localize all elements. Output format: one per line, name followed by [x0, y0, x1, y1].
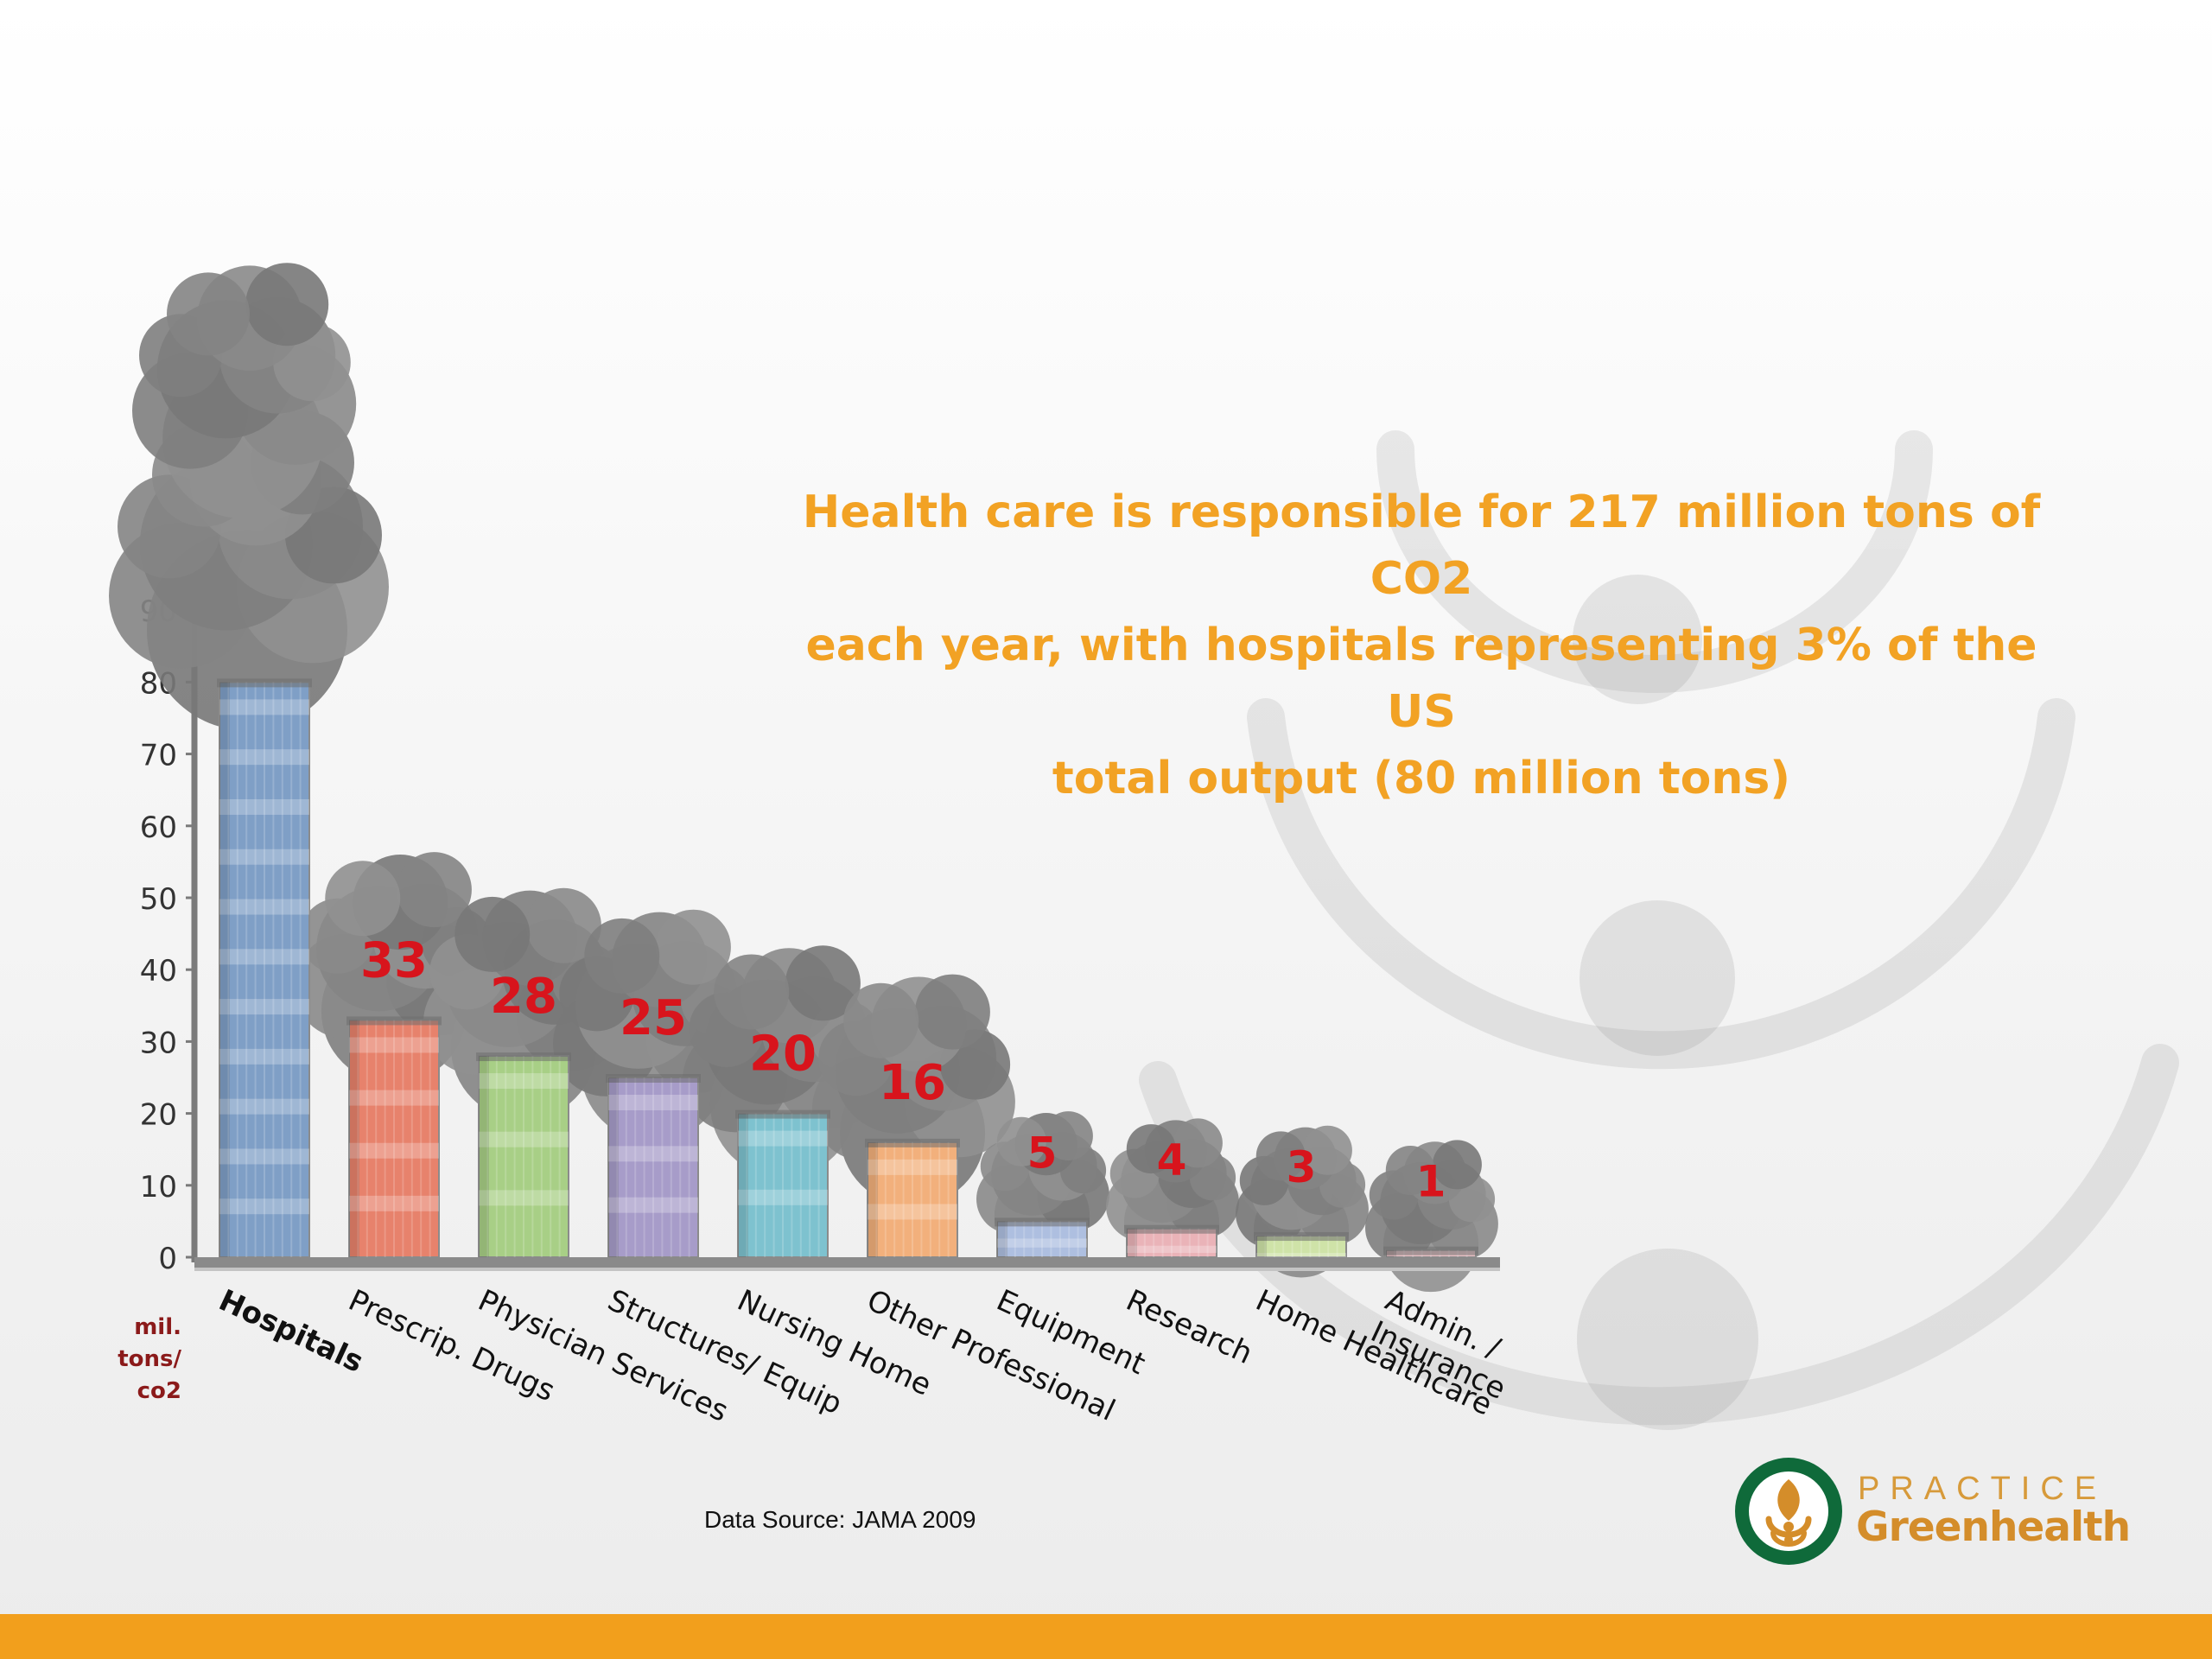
y-tick-label: 40 — [140, 954, 177, 988]
smoke-plume — [812, 974, 1015, 1206]
value-label: 1 — [1416, 1157, 1446, 1207]
data-source-note: Data Source: JAMA 2009 — [704, 1506, 976, 1533]
y-axis-unit-label: mil. tons/ co2 — [102, 1312, 181, 1408]
x-axis — [194, 1257, 1500, 1271]
bar-body — [737, 1112, 829, 1258]
bar-research — [1124, 1224, 1219, 1258]
y-tick-label: 50 — [140, 882, 177, 917]
bar-other-professional — [865, 1138, 960, 1258]
value-label: 5 — [1027, 1128, 1058, 1178]
bar-equipment — [995, 1217, 1090, 1259]
value-labels: 33 28 25 20 16 5 4 3 1 — [360, 932, 1446, 1206]
value-label: 16 — [879, 1055, 946, 1111]
bar-hospitals — [217, 678, 312, 1258]
y-tick-label: 70 — [140, 739, 177, 773]
value-label: 4 — [1157, 1135, 1187, 1185]
leaf-emblem-icon — [1735, 1458, 1842, 1565]
unit-line-1: mil. — [134, 1314, 181, 1340]
bar-physician-services — [476, 1052, 571, 1259]
headline-line-1: Health care is responsible for 217 milli… — [802, 486, 2041, 605]
x-tick-label: Hospitals — [213, 1283, 368, 1380]
value-label: 25 — [620, 990, 687, 1046]
value-label: 28 — [490, 969, 557, 1025]
bars-layer — [217, 678, 1478, 1269]
value-label: 33 — [360, 932, 428, 988]
bar-nursing-home — [735, 1109, 830, 1258]
smoke-layer — [109, 263, 1498, 1293]
headline: Health care is responsible for 217 milli… — [778, 480, 2065, 812]
bar-structures-equip — [606, 1074, 701, 1258]
logo-word-greenhealth: Greenhealth — [1856, 1503, 2131, 1551]
bar-prescrip-drugs — [346, 1016, 442, 1258]
bar-home-healthcare — [1254, 1232, 1349, 1259]
bar-body — [607, 1077, 699, 1258]
x-axis-shadow — [194, 1268, 1500, 1271]
logo-word-practice: PRACTICE — [1858, 1471, 2107, 1507]
practice-greenhealth-logo: PRACTICE Greenhealth — [1732, 1455, 2131, 1572]
bar-body — [219, 681, 310, 1258]
unit-line-2: tons/ — [118, 1346, 181, 1372]
y-tick-label: 20 — [140, 1098, 177, 1133]
unit-line-3: co2 — [137, 1378, 181, 1404]
x-axis-line — [194, 1257, 1500, 1268]
bar-body — [478, 1055, 569, 1259]
y-tick-label: 10 — [140, 1170, 177, 1205]
headline-line-2: each year, with hospitals representing 3… — [805, 620, 2037, 738]
smoke-plume — [132, 263, 357, 519]
y-tick-label: 30 — [140, 1026, 177, 1060]
y-tick-label: 0 — [158, 1242, 177, 1276]
footer-bar — [0, 1614, 2212, 1659]
y-tick-label: 60 — [140, 810, 177, 845]
value-label: 20 — [749, 1027, 817, 1083]
headline-line-3: total output (80 million tons) — [1052, 753, 1791, 804]
value-label: 3 — [1287, 1142, 1317, 1192]
